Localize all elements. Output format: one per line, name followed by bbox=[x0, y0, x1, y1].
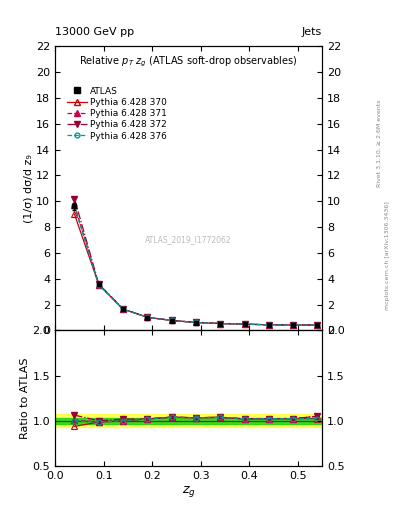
Text: Jets: Jets bbox=[302, 27, 322, 37]
Text: ATLAS_2019_I1772062: ATLAS_2019_I1772062 bbox=[145, 235, 232, 244]
Legend: ATLAS, Pythia 6.428 370, Pythia 6.428 371, Pythia 6.428 372, Pythia 6.428 376: ATLAS, Pythia 6.428 370, Pythia 6.428 37… bbox=[65, 84, 169, 142]
Y-axis label: (1/σ) dσ/d z₉: (1/σ) dσ/d z₉ bbox=[23, 154, 33, 223]
Text: Rivet 3.1.10, ≥ 2.6M events: Rivet 3.1.10, ≥ 2.6M events bbox=[377, 100, 382, 187]
Text: Relative $p_T$ $z_g$ (ATLAS soft-drop observables): Relative $p_T$ $z_g$ (ATLAS soft-drop ob… bbox=[79, 55, 298, 69]
X-axis label: $z_g$: $z_g$ bbox=[182, 483, 196, 499]
Y-axis label: Ratio to ATLAS: Ratio to ATLAS bbox=[20, 357, 29, 439]
Bar bbox=[55, 414, 322, 427]
Bar bbox=[55, 418, 322, 424]
Text: 13000 GeV pp: 13000 GeV pp bbox=[55, 27, 134, 37]
Text: mcplots.cern.ch [arXiv:1306.3436]: mcplots.cern.ch [arXiv:1306.3436] bbox=[385, 202, 389, 310]
